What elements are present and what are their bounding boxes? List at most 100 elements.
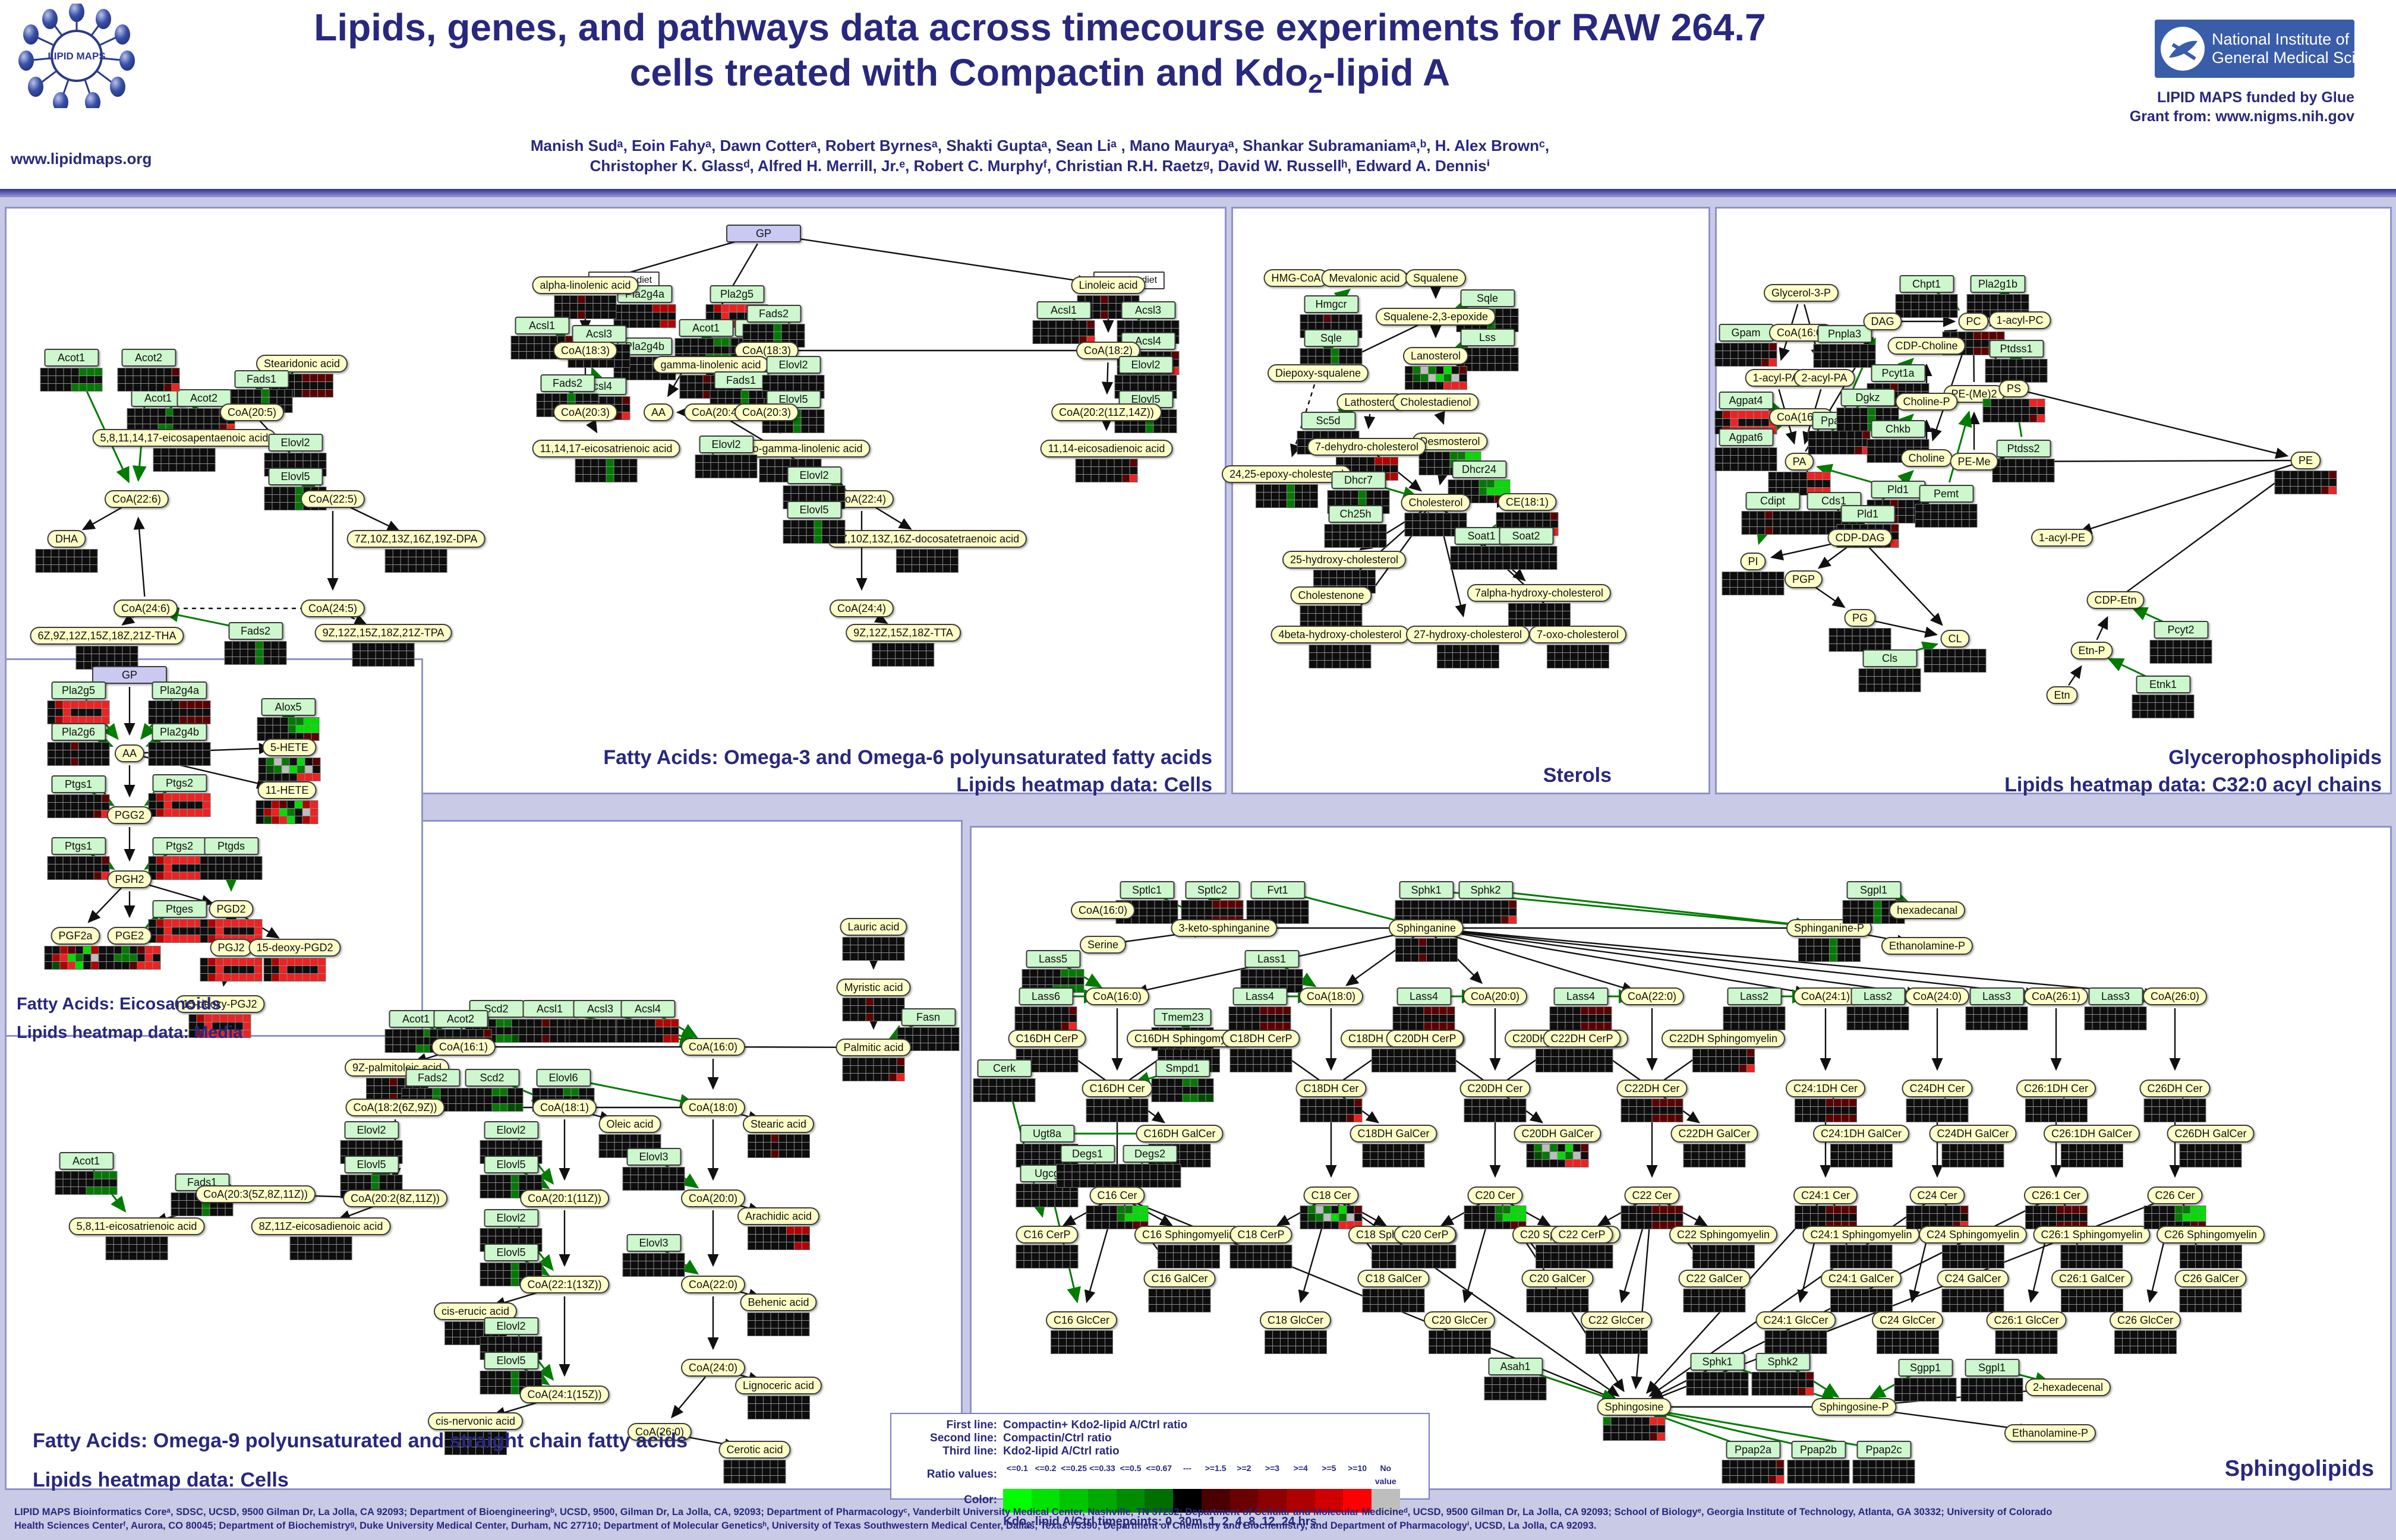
metabolite-node-c24-cer[interactable]: C24 Cer <box>1906 1186 1969 1229</box>
metabolite-node-c24-1-cer[interactable]: C24:1 Cer <box>1793 1186 1858 1229</box>
metabolite-node-1-acyl-pc[interactable]: 1-acyl-PC <box>1988 311 2051 329</box>
metabolite-node-2-hexadecenal[interactable]: 2-hexadecenal <box>2025 1378 2111 1396</box>
metabolite-node-c16dh-cerp[interactable]: C16DH CerP <box>1008 1030 1086 1072</box>
metabolite-node-coa-22-0[interactable]: CoA(22:0) <box>680 1276 746 1293</box>
metabolite-node-5-8-11-eicosatrienoic-acid[interactable]: 5,8,11-eicosatrienoic acid <box>68 1217 205 1260</box>
metabolite-node-ethanolamine-p[interactable]: Ethanolamine-P <box>2004 1424 2096 1442</box>
gene-node-lass5[interactable]: Lass5 <box>1022 950 1084 993</box>
metabolite-node-c26-1-glccer[interactable]: C26:1 GlcCer <box>1986 1311 2067 1354</box>
metabolite-node-pgp[interactable]: PGP <box>1784 570 1823 588</box>
metabolite-node-dag[interactable]: DAG <box>1863 313 1902 330</box>
metabolite-node-c26-1-sphingomyelin[interactable]: C26:1 Sphingomyelin <box>2033 1226 2151 1268</box>
metabolite-node-coa-16-0[interactable]: CoA(16:0) <box>1084 987 1150 1005</box>
gene-node-sgpl1[interactable]: Sgpl1 <box>1960 1359 2023 1402</box>
metabolite-node-24-25-epoxy-cholesterol[interactable]: 24,25-epoxy-cholesterol <box>1221 465 1352 508</box>
gene-node-scd2[interactable]: Scd2 <box>461 1069 524 1112</box>
metabolite-node-c18dh-cerp[interactable]: C18DH CerP <box>1222 1030 1300 1072</box>
metabolite-node-lignoceric-acid[interactable]: Lignoceric acid <box>734 1377 822 1419</box>
metabolite-node-c26-sphingomyelin[interactable]: C26 Sphingomyelin <box>2156 1226 2265 1268</box>
gene-node-soat2[interactable]: Soat2 <box>1495 527 1558 570</box>
metabolite-node-coa-20-0[interactable]: CoA(20:0) <box>680 1189 746 1207</box>
metabolite-node-mevalonic-acid[interactable]: Mevalonic acid <box>1321 269 1408 287</box>
gene-node-lass3[interactable]: Lass3 <box>1965 987 2028 1030</box>
metabolite-node-c20dh-cerp[interactable]: C20DH CerP <box>1386 1030 1464 1072</box>
metabolite-node-coa-22-0[interactable]: CoA(22:0) <box>1619 987 1685 1005</box>
metabolite-node-coa-20-5[interactable]: CoA(20:5) <box>219 403 285 421</box>
metabolite-node-c18-cer[interactable]: C18 Cer <box>1300 1186 1363 1229</box>
metabolite-node-sphingosine-p[interactable]: Sphingosine-P <box>1811 1398 1897 1416</box>
metabolite-node-4beta-hydroxy-cholesterol[interactable]: 4beta-hydroxy-cholesterol <box>1270 626 1410 668</box>
metabolite-node-pgf2a[interactable]: PGF2a <box>44 927 107 970</box>
metabolite-node-diepoxy-squalene[interactable]: Diepoxy-squalene <box>1267 364 1369 382</box>
metabolite-node-c26-1dh-galcer[interactable]: C26:1DH GalCer <box>2043 1125 2140 1167</box>
gene-node-smpd1[interactable]: Smpd1 <box>1151 1059 1214 1102</box>
metabolite-node-cdp-etn[interactable]: CDP-Etn <box>2086 591 2145 609</box>
metabolite-node-squalene[interactable]: Squalene <box>1405 269 1467 287</box>
gene-node-chpt1[interactable]: Chpt1 <box>1895 275 1958 318</box>
metabolite-node-c22dh-cerp[interactable]: C22DH CerP <box>1543 1030 1621 1072</box>
metabolite-node-c22-cerp[interactable]: C22 CerP <box>1550 1226 1613 1268</box>
metabolite-node-c24-1-sphingomyelin[interactable]: C24:1 Sphingomyelin <box>1802 1226 1920 1268</box>
metabolite-node-coa-20-4[interactable]: CoA(20:4) <box>683 403 749 421</box>
metabolite-node-coa-24-1-15z[interactable]: CoA(24:1(15Z)) <box>519 1386 610 1403</box>
metabolite-node-sphinganine[interactable]: Sphinganine <box>1388 919 1464 962</box>
metabolite-node-hmg-coa[interactable]: HMG-CoA <box>1263 269 1329 287</box>
gene-node-elovl3[interactable]: Elovl3 <box>622 1148 685 1191</box>
metabolite-node-2-acyl-pa[interactable]: 2-acyl-PA <box>1793 369 1855 387</box>
gene-node-acsl1[interactable]: Acsl1 <box>1032 301 1095 344</box>
metabolite-node-c26-1dh-cer[interactable]: C26:1DH Cer <box>2016 1080 2096 1122</box>
metabolite-node-coa-18-0[interactable]: CoA(18:0) <box>1298 987 1364 1005</box>
metabolite-node-stearidonic-acid[interactable]: Stearidonic acid <box>256 355 348 397</box>
metabolite-node-cdp-choline[interactable]: CDP-Choline <box>1887 337 1966 355</box>
metabolite-node-c26dh-galcer[interactable]: C26DH GalCer <box>2167 1125 2255 1167</box>
gene-node-alox5[interactable]: Alox5 <box>257 698 320 741</box>
metabolite-node-c22dh-galcer[interactable]: C22DH GalCer <box>1670 1125 1758 1167</box>
metabolite-node-c24dh-galcer[interactable]: C24DH GalCer <box>1929 1125 2017 1167</box>
gene-node-ptdss1[interactable]: Ptdss1 <box>1985 340 2048 383</box>
metabolite-node-c16-cer[interactable]: C16 Cer <box>1086 1186 1149 1229</box>
metabolite-node-c22-cer[interactable]: C22 Cer <box>1621 1186 1683 1229</box>
metabolite-node-coa-26-1[interactable]: CoA(26:1) <box>2023 987 2089 1005</box>
metabolite-node-pa[interactable]: PA <box>1768 453 1831 496</box>
gene-node-pcyt2[interactable]: Pcyt2 <box>2149 621 2212 664</box>
metabolite-node-cl[interactable]: CL <box>1924 630 1987 673</box>
metabolite-node-coa-20-3-5z-8z-11z[interactable]: CoA(20:3(5Z,8Z,11Z)) <box>196 1185 316 1203</box>
metabolite-node-aa[interactable]: AA <box>643 403 674 421</box>
metabolite-node-pgd2[interactable]: PGD2 <box>200 900 263 943</box>
metabolite-node-c26-1-galcer[interactable]: C26:1 GalCer <box>2051 1270 2133 1312</box>
metabolite-node-coa-24-6[interactable]: CoA(24:6) <box>113 599 178 617</box>
metabolite-node-stearic-acid[interactable]: Stearic acid <box>742 1115 815 1158</box>
metabolite-node-c26-glccer[interactable]: C26 GlcCer <box>2109 1311 2181 1354</box>
gene-node-sphk1[interactable]: Sphk1 <box>1395 881 1458 924</box>
metabolite-node-3-keto-sphinganine[interactable]: 3-keto-sphinganine <box>1171 919 1278 937</box>
metabolite-node-9z-12z-15z-18z-21z-tpa[interactable]: 9Z,12Z,15Z,18Z,21Z-TPA <box>314 624 452 667</box>
metabolite-node-c22-galcer[interactable]: C22 GalCer <box>1678 1270 1751 1312</box>
metabolite-node-coa-20-3[interactable]: CoA(20:3) <box>734 403 799 421</box>
metabolite-node-7z-10z-13z-16z-docosatetraenoic-acid[interactable]: 7Z,10Z,13Z,16Z-docosatetraenoic acid <box>827 530 1027 573</box>
metabolite-node-c24-1-galcer[interactable]: C24:1 GalCer <box>1820 1270 1902 1312</box>
metabolite-node-palmitic-acid[interactable]: Palmitic acid <box>836 1039 912 1081</box>
metabolite-node-coa-20-2-11z-14z[interactable]: CoA(20:2(11Z,14Z)) <box>1051 403 1162 421</box>
gene-node-pla2g4a[interactable]: Pla2g4a <box>148 681 211 724</box>
gp-node-gp[interactable]: GP <box>92 666 167 684</box>
gene-node-sgpp1[interactable]: Sgpp1 <box>1894 1359 1957 1402</box>
metabolite-node-7-oxo-cholesterol[interactable]: 7-oxo-cholesterol <box>1528 626 1627 668</box>
metabolite-node-pge2[interactable]: PGE2 <box>98 927 161 970</box>
gene-node-sphk1[interactable]: Sphk1 <box>1686 1353 1749 1396</box>
metabolite-node-1-acyl-pe[interactable]: 1-acyl-PE <box>2031 529 2094 547</box>
gene-node-pnpla3[interactable]: Pnpla3 <box>1813 325 1876 368</box>
site-url[interactable]: www.lipidmaps.org <box>11 150 152 168</box>
metabolite-node-behenic-acid[interactable]: Behenic acid <box>740 1293 817 1336</box>
gene-node-ptgs1[interactable]: Ptgs1 <box>47 775 110 818</box>
metabolite-node-myristic-acid[interactable]: Myristic acid <box>836 979 911 1021</box>
metabolite-node-c24-1-glccer[interactable]: C24:1 GlcCer <box>1755 1311 1836 1354</box>
metabolite-node-lauric-acid[interactable]: Lauric acid <box>840 918 907 961</box>
metabolite-node-c20-galcer[interactable]: C20 GalCer <box>1521 1270 1594 1312</box>
gene-node-ch25h[interactable]: Ch25h <box>1324 505 1387 548</box>
gene-node-acsl4[interactable]: Acsl4 <box>616 1000 679 1043</box>
metabolite-node-c18-galcer[interactable]: C18 GalCer <box>1357 1270 1430 1312</box>
metabolite-node-serine[interactable]: Serine <box>1079 936 1127 954</box>
gene-node-pla2g5[interactable]: Pla2g5 <box>47 681 110 724</box>
metabolite-node-ethanolamine-p[interactable]: Ethanolamine-P <box>1881 937 1973 955</box>
metabolite-node-etn[interactable]: Etn <box>2046 686 2078 704</box>
